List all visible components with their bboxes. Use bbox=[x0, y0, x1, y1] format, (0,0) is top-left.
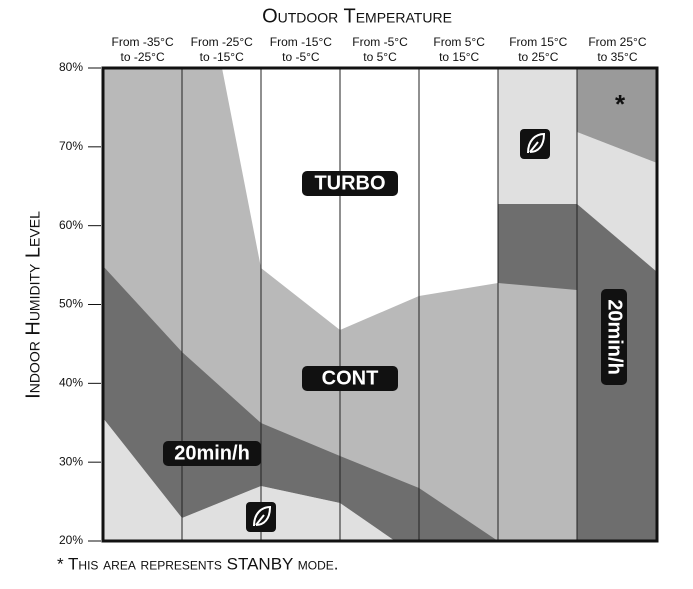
column-header: From -35°C bbox=[112, 35, 174, 49]
y-axis-label: Indoor Humidity Level bbox=[22, 211, 44, 399]
label-box bbox=[302, 171, 398, 196]
column-header: to 5°C bbox=[363, 50, 397, 64]
plot-frame bbox=[101, 66, 659, 543]
cont-label: CONT bbox=[322, 367, 379, 389]
column-header: to -15°C bbox=[200, 50, 244, 64]
y-tick-label: 70% bbox=[59, 139, 83, 153]
eco-icon bbox=[520, 129, 550, 159]
turbo-region bbox=[222, 68, 498, 330]
column-header: to 15°C bbox=[439, 50, 479, 64]
label-box bbox=[601, 289, 627, 385]
y-tick-label: 50% bbox=[59, 297, 83, 311]
eco-region bbox=[103, 418, 395, 541]
plot bbox=[101, 66, 659, 543]
y-tick-label: 40% bbox=[59, 376, 83, 390]
column-header: to -25°C bbox=[120, 50, 164, 64]
y-ticks: 80% 70% 60% 50% 40% 30% 20% bbox=[59, 60, 101, 547]
timed-region bbox=[498, 204, 577, 290]
y-tick-label: 30% bbox=[59, 454, 83, 468]
column-headers: From -35°Cto -25°C From -25°Cto -15°C From… bbox=[112, 35, 647, 64]
chart-title: Outdoor Temperature bbox=[262, 5, 452, 27]
timed-label: 20min/h bbox=[174, 442, 250, 464]
label-box bbox=[302, 366, 398, 391]
timed-label: 20min/h bbox=[604, 299, 626, 375]
column-header: From 5°C bbox=[433, 35, 485, 49]
column-header: From -25°C bbox=[191, 35, 253, 49]
column-header: From 15°C bbox=[509, 35, 567, 49]
turbo-label: TURBO bbox=[314, 172, 385, 194]
standby-region bbox=[577, 68, 657, 163]
standby-marker: * bbox=[615, 89, 626, 119]
y-tick-label: 80% bbox=[59, 60, 83, 74]
column-header: to 25°C bbox=[518, 50, 558, 64]
y-tick-label: 60% bbox=[59, 218, 83, 232]
eco-region bbox=[577, 132, 657, 272]
column-header: From -15°C bbox=[270, 35, 332, 49]
y-tick-label: 20% bbox=[59, 533, 83, 547]
column-header: From -5°C bbox=[352, 35, 408, 49]
column-header: From 25°C bbox=[588, 35, 646, 49]
eco-icon bbox=[246, 502, 276, 532]
column-header: to 35°C bbox=[597, 50, 637, 64]
timed-region bbox=[103, 266, 498, 541]
column-header: to -5°C bbox=[282, 50, 320, 64]
label-box bbox=[163, 441, 261, 466]
footnote: * This area represents STANBY mode. bbox=[57, 554, 339, 573]
